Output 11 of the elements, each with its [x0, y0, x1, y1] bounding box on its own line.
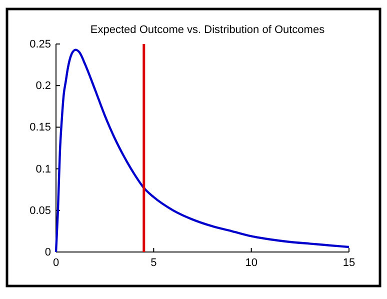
- y-tick-label: 0.1: [36, 163, 51, 176]
- x-tick-label: 15: [342, 256, 356, 269]
- y-tick-label: 0.05: [30, 204, 51, 217]
- y-tick-label: 0: [44, 246, 51, 259]
- x-tick-label: 0: [52, 256, 60, 269]
- x-tick-label: 10: [245, 256, 258, 269]
- y-tick-label: 0.15: [30, 122, 51, 134]
- y-tick-label: 0.2: [36, 80, 51, 92]
- x-tick-label: 5: [150, 256, 157, 269]
- chart-title: Expected Outcome vs. Distribution of Outcomes: [90, 24, 326, 36]
- y-tick-label: 0.25: [30, 38, 51, 51]
